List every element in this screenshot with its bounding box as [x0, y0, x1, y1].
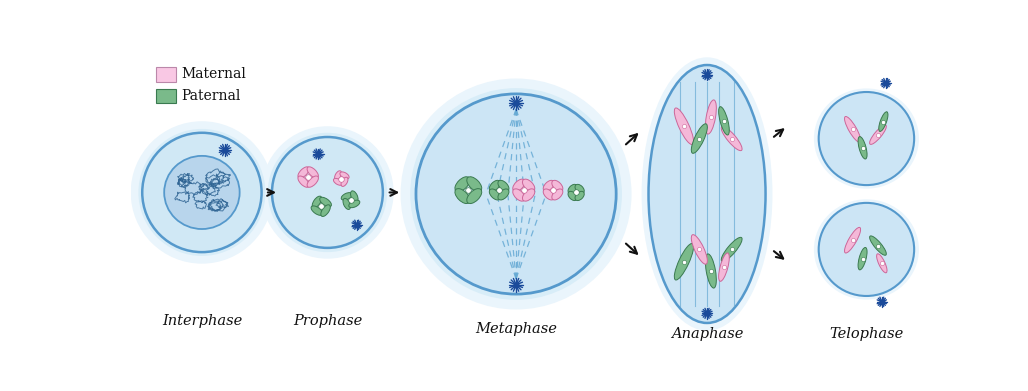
Ellipse shape: [814, 88, 919, 189]
Ellipse shape: [674, 244, 694, 280]
Ellipse shape: [351, 191, 358, 202]
Text: Prophase: Prophase: [293, 314, 362, 328]
Ellipse shape: [410, 88, 622, 300]
FancyBboxPatch shape: [155, 88, 176, 103]
Text: Interphase: Interphase: [161, 314, 242, 328]
Ellipse shape: [313, 196, 322, 208]
Ellipse shape: [272, 137, 382, 248]
Ellipse shape: [341, 193, 353, 200]
Ellipse shape: [341, 177, 347, 187]
Ellipse shape: [348, 200, 360, 208]
Ellipse shape: [719, 107, 729, 135]
Ellipse shape: [575, 191, 584, 201]
Ellipse shape: [455, 177, 470, 192]
Ellipse shape: [298, 176, 309, 187]
Ellipse shape: [467, 177, 482, 192]
Ellipse shape: [320, 197, 331, 207]
Ellipse shape: [879, 112, 888, 131]
Ellipse shape: [845, 228, 860, 253]
Ellipse shape: [845, 117, 860, 142]
Ellipse shape: [455, 188, 470, 204]
Ellipse shape: [818, 203, 914, 296]
Ellipse shape: [498, 180, 509, 191]
Ellipse shape: [261, 126, 394, 259]
Ellipse shape: [131, 121, 273, 264]
Ellipse shape: [340, 172, 350, 179]
Ellipse shape: [818, 92, 914, 185]
Ellipse shape: [568, 191, 578, 201]
Ellipse shape: [691, 124, 707, 153]
Ellipse shape: [722, 237, 742, 262]
Text: Metaphase: Metaphase: [475, 322, 557, 336]
Ellipse shape: [877, 254, 887, 273]
Ellipse shape: [870, 236, 886, 255]
Ellipse shape: [705, 254, 717, 288]
Text: Maternal: Maternal: [181, 67, 246, 81]
Ellipse shape: [307, 167, 319, 178]
FancyBboxPatch shape: [155, 67, 176, 82]
Ellipse shape: [858, 248, 867, 270]
Ellipse shape: [568, 184, 578, 194]
Ellipse shape: [522, 189, 535, 201]
Ellipse shape: [343, 198, 351, 210]
Ellipse shape: [705, 100, 717, 134]
Ellipse shape: [543, 189, 554, 200]
Ellipse shape: [722, 126, 742, 151]
Ellipse shape: [513, 189, 525, 201]
Ellipse shape: [164, 156, 240, 229]
Ellipse shape: [552, 180, 563, 191]
Ellipse shape: [522, 179, 535, 192]
Ellipse shape: [858, 136, 867, 159]
Ellipse shape: [552, 189, 563, 200]
Ellipse shape: [719, 253, 729, 281]
Ellipse shape: [489, 180, 501, 191]
Ellipse shape: [489, 189, 501, 200]
Text: Anaphase: Anaphase: [671, 327, 743, 341]
Ellipse shape: [674, 108, 694, 145]
Ellipse shape: [142, 133, 261, 252]
Text: Paternal: Paternal: [181, 89, 241, 103]
Ellipse shape: [333, 178, 342, 185]
Ellipse shape: [513, 179, 525, 192]
Ellipse shape: [267, 133, 388, 252]
Ellipse shape: [543, 180, 554, 191]
Ellipse shape: [641, 57, 772, 331]
Ellipse shape: [321, 205, 330, 217]
Ellipse shape: [139, 129, 265, 256]
Ellipse shape: [691, 235, 707, 264]
Ellipse shape: [814, 199, 919, 300]
Ellipse shape: [649, 65, 766, 323]
Text: Telophase: Telophase: [830, 327, 904, 341]
Ellipse shape: [416, 94, 616, 294]
Ellipse shape: [311, 206, 323, 215]
Ellipse shape: [298, 167, 309, 178]
Ellipse shape: [467, 188, 482, 204]
Ellipse shape: [401, 79, 631, 310]
Ellipse shape: [334, 171, 341, 180]
Ellipse shape: [498, 189, 509, 200]
Ellipse shape: [870, 125, 886, 144]
Ellipse shape: [575, 184, 584, 194]
Ellipse shape: [307, 176, 319, 187]
